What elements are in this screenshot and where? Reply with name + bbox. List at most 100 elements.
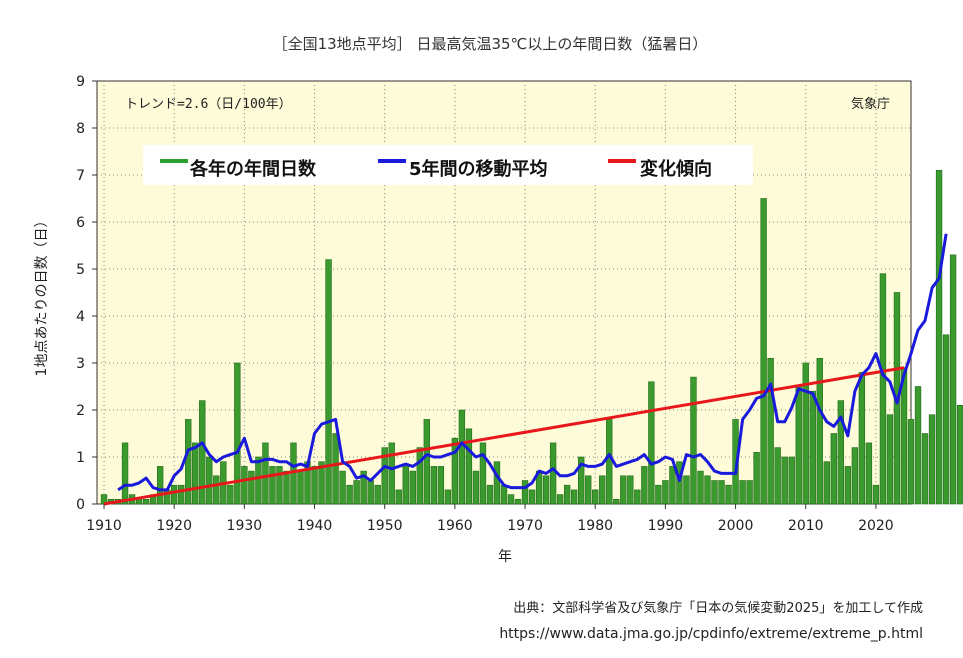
bar-1995 (697, 470, 704, 505)
x-tick-label: 1990 (648, 518, 684, 534)
bar-1949 (374, 484, 381, 505)
bar-2004 (760, 198, 767, 505)
y-tick-label: 6 (76, 215, 85, 231)
legend-label-annual: 各年の年間日数 (189, 158, 317, 180)
bar-2016 (844, 466, 852, 505)
bar-1991 (669, 466, 676, 505)
bar-1951 (388, 442, 395, 505)
bar-1936 (283, 470, 290, 505)
bar-1931 (248, 470, 255, 505)
bar-1997 (711, 480, 718, 505)
bar-1977 (570, 489, 578, 505)
bar-1975 (556, 494, 564, 505)
bar-1970 (521, 480, 529, 505)
x-tick-label: 2010 (788, 518, 824, 534)
bar-1968 (507, 494, 515, 505)
bar-2009 (795, 386, 802, 505)
bar-1981 (599, 475, 606, 505)
x-axis: 1910 1920 1930 1940 1950 1960 1970 1980 1990 2000… (86, 504, 894, 534)
bar-1945 (346, 484, 353, 505)
bar-1923 (192, 442, 199, 505)
y-tick-label: 3 (76, 356, 85, 372)
y-axis: 0 1 2 3 4 5 6 7 8 9 (76, 74, 97, 513)
moving-average-line (117, 233, 948, 492)
legend: 各年の年間日数 5年間の移動平均 変化傾向 (143, 145, 753, 185)
bar-1930 (241, 466, 248, 505)
bar-2013 (823, 461, 830, 505)
bar-1915 (135, 498, 143, 505)
bar-2017 (851, 447, 859, 505)
bar-1935 (276, 466, 283, 505)
bar-1948 (367, 480, 374, 505)
bar-1963 (472, 470, 480, 505)
x-tick-label: 2020 (858, 518, 894, 534)
bar-1999 (725, 484, 732, 505)
bar-1947 (360, 470, 367, 505)
bar-1976 (563, 484, 571, 505)
bar-1928 (227, 484, 234, 505)
bar-1971 (528, 489, 536, 505)
x-tick-label: 1910 (86, 518, 122, 534)
bar-1913 (121, 442, 129, 505)
bar-1924 (199, 400, 206, 505)
bar-2014 (830, 433, 837, 505)
annual-bars (100, 170, 963, 505)
x-tick-label: 1970 (507, 518, 543, 534)
bar-2018 (858, 372, 866, 505)
bar-1952 (395, 489, 402, 505)
bar-1946 (353, 480, 360, 505)
legend-label-trend: 変化傾向 (640, 158, 712, 180)
bar-1958 (437, 466, 445, 505)
bar-2001 (739, 480, 746, 505)
bar-1943 (332, 433, 339, 505)
bar-1988 (648, 381, 655, 505)
y-tick-label: 5 (76, 262, 85, 278)
bar-1982 (606, 419, 613, 505)
bar-1941 (318, 461, 325, 505)
bar-1996 (704, 475, 711, 505)
bar-1990 (662, 480, 669, 505)
bar-2012 (816, 357, 823, 505)
bar-1993 (683, 475, 690, 505)
bar-1969 (514, 498, 522, 505)
bar-2019 (865, 442, 873, 505)
bar-1962 (465, 428, 473, 505)
y-axis-label: 1地点あたりの日数（日） (34, 214, 50, 377)
bar-2020 (872, 484, 880, 505)
x-tick-label: 1950 (367, 518, 403, 534)
x-tick-label: 2000 (718, 518, 754, 534)
y-tick-label: 1 (76, 450, 85, 466)
bar-1920 (171, 484, 178, 505)
plot-area (96, 80, 912, 505)
bar-2007 (781, 456, 788, 505)
bar-2022 (886, 414, 894, 505)
y-tick-label: 7 (76, 168, 85, 184)
bar-1925 (206, 456, 213, 505)
bar-2006 (774, 447, 781, 505)
bar-1956 (423, 419, 430, 505)
bar-1959 (444, 489, 452, 505)
bar-2025 (907, 419, 915, 505)
bar-1940 (311, 466, 318, 505)
bar-2031 (949, 254, 957, 505)
bar-2005 (767, 357, 774, 505)
bar-2021 (879, 273, 887, 505)
bar-1921 (178, 484, 185, 505)
agency-label: 気象庁 (851, 96, 890, 112)
bar-1980 (592, 489, 599, 505)
bar-1987 (641, 466, 648, 505)
bar-2008 (788, 456, 795, 505)
bar-1954 (409, 470, 416, 505)
y-tick-label: 8 (76, 121, 85, 137)
bar-1926 (213, 475, 220, 505)
bar-2026 (914, 386, 922, 505)
trend-label: トレンド=2.6（日/100年） (125, 97, 292, 112)
bar-1974 (549, 442, 557, 505)
source-url: https://www.data.jma.go.jp/cpdinfo/extre… (499, 626, 923, 642)
bar-1986 (634, 489, 641, 505)
legend-box (143, 145, 753, 185)
bar-1933 (262, 442, 269, 505)
bar-1992 (676, 461, 683, 505)
y-tick-label: 0 (76, 497, 85, 513)
x-tick-label: 1940 (297, 518, 333, 534)
